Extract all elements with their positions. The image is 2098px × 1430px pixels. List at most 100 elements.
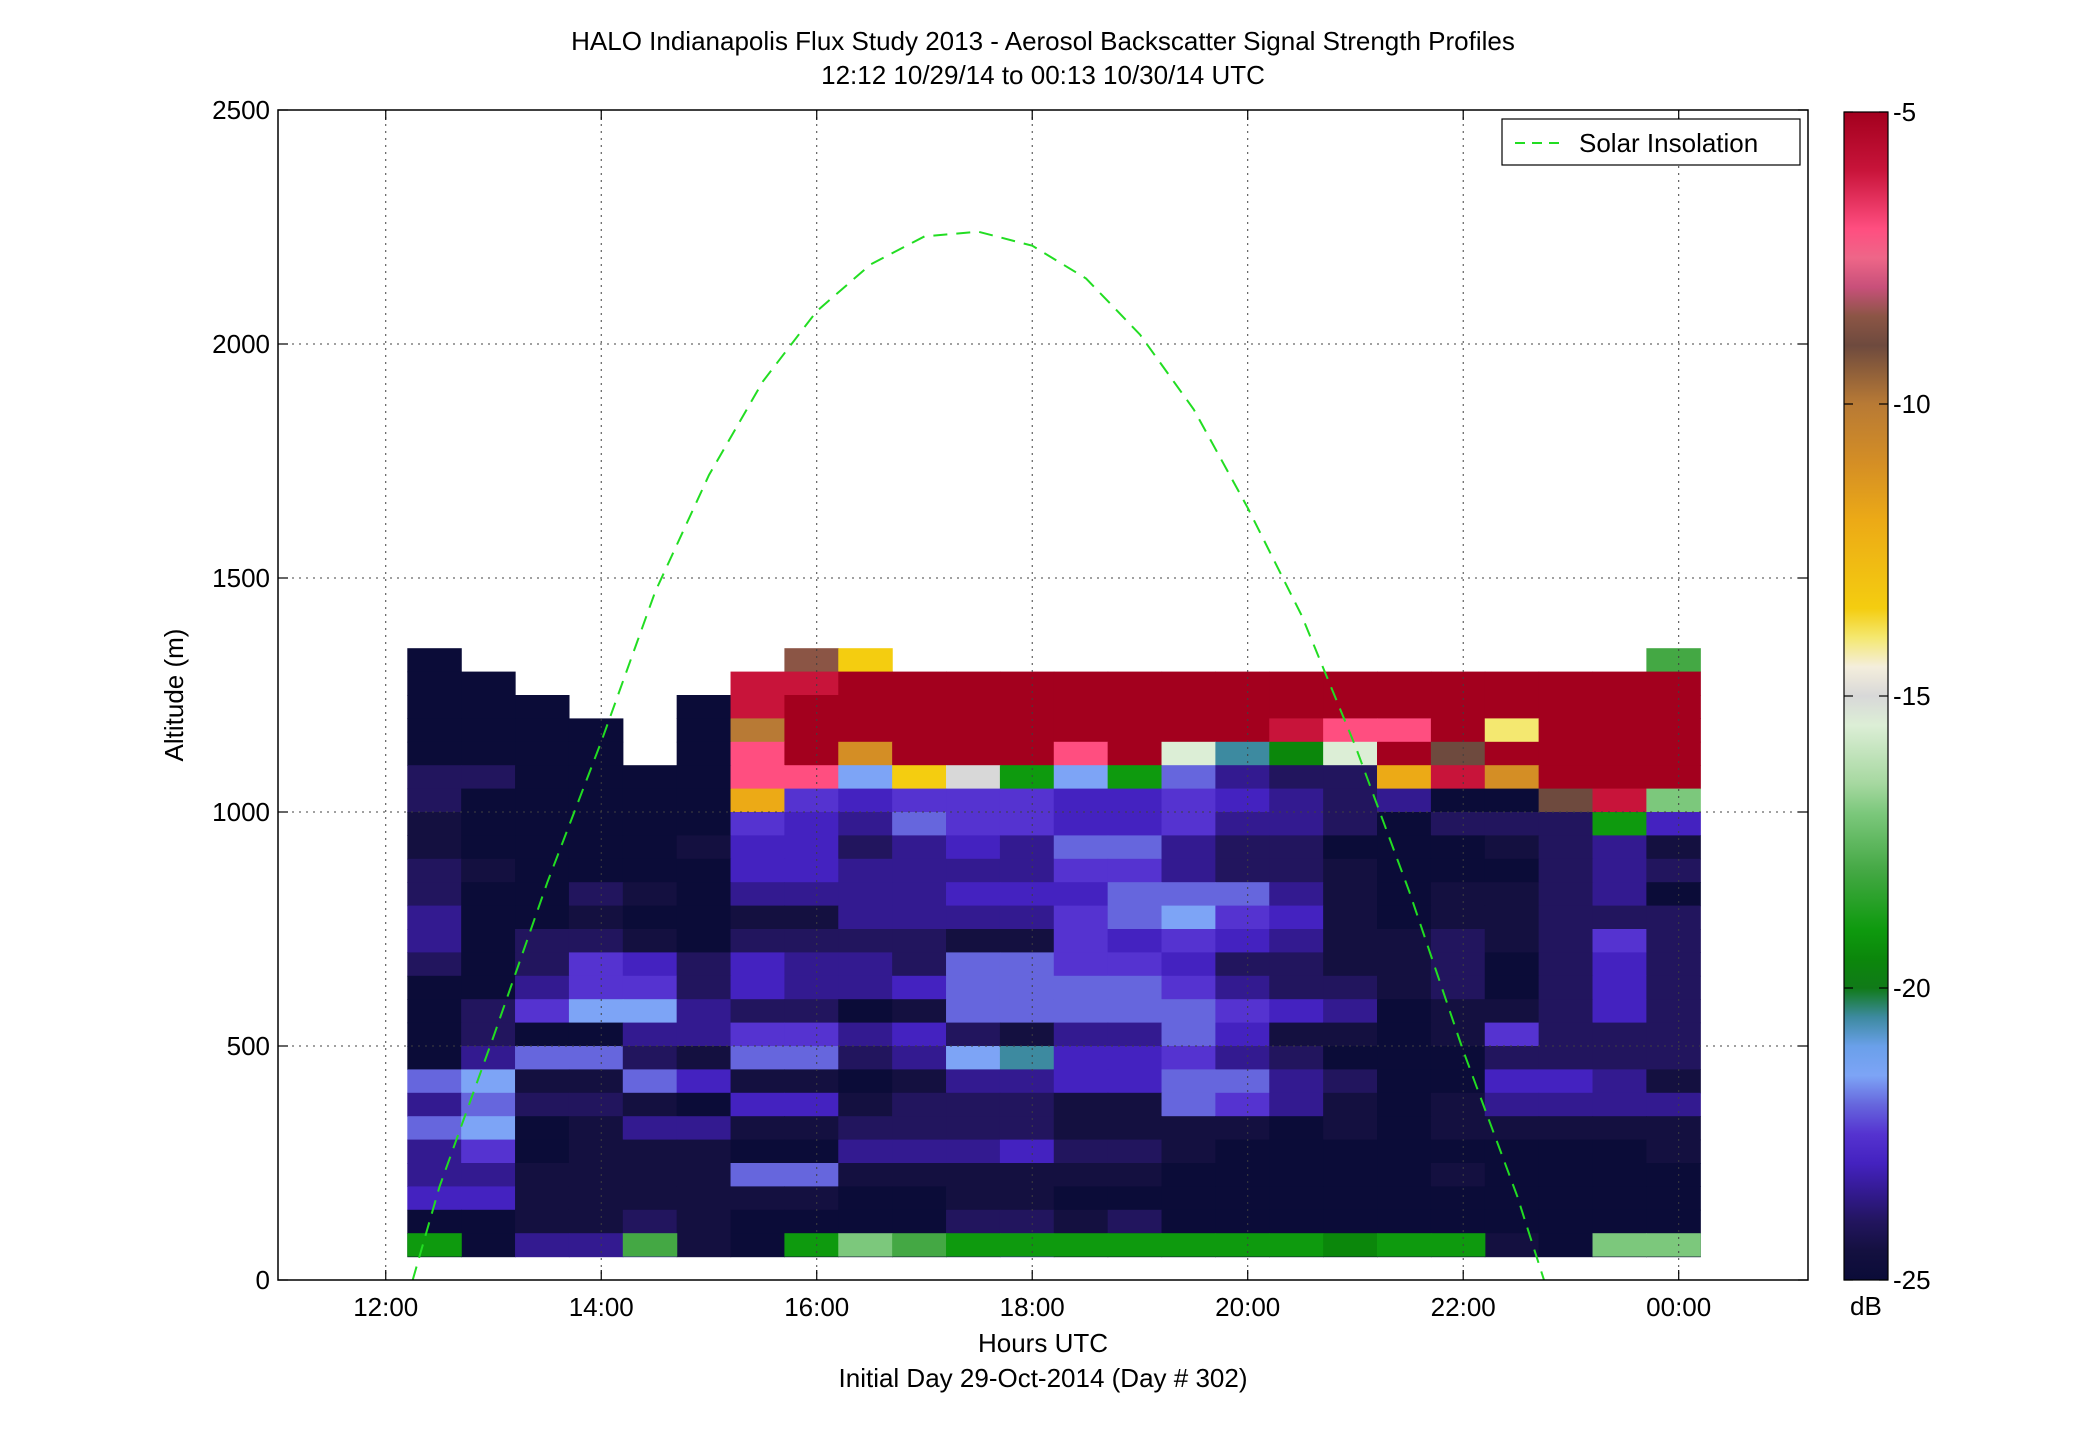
- heatmap-cell: [1430, 1092, 1486, 1117]
- plot-frame: [277, 109, 1809, 1281]
- heatmap-cell: [622, 1186, 678, 1211]
- heatmap-cell: [461, 952, 516, 977]
- heatmap-cell: [676, 952, 732, 977]
- heatmap-cell: [1484, 999, 1540, 1024]
- heatmap-cell: [892, 835, 947, 860]
- heatmap-cell: [1107, 812, 1163, 836]
- heatmap-cell: [1484, 929, 1540, 953]
- heatmap-cell: [999, 1069, 1055, 1094]
- heatmap-cell: [1377, 1186, 1432, 1211]
- heatmap-cell: [1269, 1046, 1324, 1070]
- heatmap-cell: [946, 929, 1001, 953]
- heatmap-cell: [461, 765, 516, 790]
- heatmap-cell: [568, 835, 624, 860]
- heatmap-cell: [999, 1163, 1055, 1187]
- heatmap-cell: [892, 1186, 947, 1211]
- y-tick-label: 500: [227, 1031, 270, 1061]
- heatmap-cell: [515, 1186, 570, 1211]
- heatmap-cell: [676, 1186, 732, 1211]
- heatmap-cell: [1377, 999, 1432, 1024]
- x-axis-label: Hours UTC: [978, 1328, 1108, 1358]
- heatmap-cell: [407, 718, 462, 743]
- heatmap-cell: [730, 1163, 786, 1187]
- heatmap-cell: [676, 1046, 732, 1070]
- heatmap-cell: [946, 882, 1001, 907]
- heatmap-cell: [676, 1163, 732, 1187]
- heatmap-cell: [622, 975, 678, 1000]
- heatmap-cell: [892, 882, 947, 907]
- heatmap-cell: [1377, 741, 1432, 766]
- heatmap-cell: [730, 788, 786, 813]
- heatmap-cell: [407, 788, 462, 813]
- heatmap-cell: [946, 1139, 1001, 1164]
- heatmap-cell: [676, 1022, 732, 1047]
- heatmap-cell: [1215, 695, 1270, 719]
- heatmap-cell: [1269, 718, 1324, 743]
- heatmap-cell: [1592, 788, 1647, 813]
- heatmap-cell: [838, 1163, 893, 1187]
- heatmap-cell: [407, 1209, 462, 1234]
- heatmap-cell: [892, 765, 947, 790]
- heatmap-cell: [1484, 835, 1540, 860]
- heatmap-cell: [999, 788, 1055, 813]
- heatmap-cell: [568, 788, 624, 813]
- heatmap-cell: [1377, 1163, 1432, 1187]
- heatmap-cell: [622, 1116, 678, 1141]
- heatmap-cell: [1484, 858, 1540, 883]
- heatmap-cell: [838, 975, 893, 1000]
- heatmap-cell: [730, 765, 786, 790]
- heatmap-cell: [407, 882, 462, 907]
- heatmap-cell: [1592, 975, 1647, 1000]
- heatmap-cell: [784, 835, 839, 860]
- heatmap-cell: [1538, 1022, 1594, 1047]
- heatmap-cell: [1269, 695, 1324, 719]
- heatmap-cell: [1430, 718, 1486, 743]
- heatmap-cell: [1538, 718, 1594, 743]
- heatmap-cell: [1646, 999, 1701, 1024]
- heatmap-cell: [1161, 905, 1216, 930]
- heatmap-cell: [730, 671, 786, 696]
- heatmap-cell: [892, 1209, 947, 1234]
- heatmap-cell: [1484, 1163, 1540, 1187]
- x-tick-label: 14:00: [569, 1292, 634, 1322]
- heatmap-cell: [1592, 671, 1647, 696]
- heatmap-cell: [407, 905, 462, 930]
- heatmap-cell: [1053, 765, 1109, 790]
- heatmap-cell: [568, 1046, 624, 1070]
- heatmap-cell: [1107, 1116, 1163, 1141]
- surface-cell: [1269, 1233, 1324, 1257]
- heatmap-cell: [999, 1046, 1055, 1070]
- heatmap-cell: [1538, 812, 1594, 836]
- heatmap-cell: [622, 905, 678, 930]
- heatmap-cell: [999, 1092, 1055, 1117]
- heatmap-cell: [1161, 999, 1216, 1024]
- heatmap-cell: [1053, 1163, 1109, 1187]
- heatmap-cell: [1215, 1139, 1270, 1164]
- heatmap-cell: [999, 1186, 1055, 1211]
- heatmap-cell: [784, 1046, 839, 1070]
- heatmap-cell: [1377, 718, 1432, 743]
- x-tick-label: 20:00: [1215, 1292, 1280, 1322]
- heatmap-cell: [1107, 741, 1163, 766]
- heatmap-cell: [676, 835, 732, 860]
- heatmap-cell: [1053, 671, 1109, 696]
- heatmap-cell: [568, 952, 624, 977]
- heatmap-cell: [999, 718, 1055, 743]
- heatmap-cell: [1269, 952, 1324, 977]
- heatmap-cell: [1161, 1209, 1216, 1234]
- heatmap-cell: [999, 1116, 1055, 1141]
- heatmap-cell: [407, 858, 462, 883]
- heatmap-cell: [1430, 671, 1486, 696]
- heatmap-cell: [1538, 741, 1594, 766]
- heatmap-cell: [1269, 1116, 1324, 1141]
- heatmap-cell: [1053, 1046, 1109, 1070]
- heatmap-cell: [407, 648, 462, 673]
- heatmap-cell: [1269, 1163, 1324, 1187]
- heatmap-cell: [461, 835, 516, 860]
- heatmap-cell: [892, 858, 947, 883]
- heatmap-cell: [1107, 1022, 1163, 1047]
- heatmap-cell: [838, 741, 893, 766]
- heatmap-cell: [1484, 741, 1540, 766]
- heatmap-cell: [946, 835, 1001, 860]
- heatmap-cell: [999, 999, 1055, 1024]
